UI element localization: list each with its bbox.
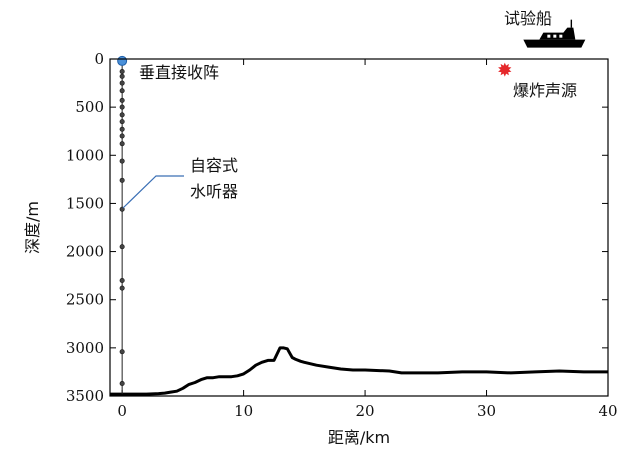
- x-tick-label: 0: [117, 402, 127, 420]
- hydrophone-node: [119, 349, 125, 355]
- hydrophone-node: [119, 126, 125, 132]
- hydrophone-leader-line: [122, 175, 184, 209]
- x-tick-label: 40: [598, 402, 617, 420]
- hydrophone-node: [119, 277, 125, 283]
- hydrophone-node: [119, 380, 125, 386]
- hydrophone-node: [119, 104, 125, 110]
- hydrophone-node: [119, 141, 125, 147]
- hydrophone-node: [119, 285, 125, 291]
- hydrophone-node: [119, 73, 125, 79]
- y-tick-label: 0: [94, 50, 104, 68]
- hydrophone-node: [119, 244, 125, 250]
- ship-label: 试验船: [504, 9, 552, 28]
- hydrophone-node: [119, 88, 125, 94]
- array-label: 垂直接收阵: [139, 63, 219, 82]
- ship-window: [559, 34, 563, 38]
- x-tick-label: 20: [356, 402, 375, 420]
- ship-superstructure: [539, 27, 576, 40]
- ship-window: [547, 34, 551, 38]
- y-tick-label: 1000: [66, 146, 104, 164]
- seafloor-line: [110, 346, 608, 396]
- hydrophone-node: [119, 177, 125, 183]
- source-label: 爆炸声源: [513, 81, 577, 100]
- hydrophone-node: [119, 69, 125, 75]
- ship-icon: [523, 19, 586, 48]
- plot-frame: [109, 58, 609, 397]
- y-tick-label: 2500: [66, 291, 104, 309]
- y-axis-title: 深度/m: [23, 201, 42, 254]
- y-tick-label: 500: [75, 98, 104, 116]
- bathymetry-group: [110, 346, 608, 396]
- hydrophone-label-line1: 自容式: [190, 156, 238, 175]
- markers-group: [117, 19, 586, 77]
- hydrophone-node: [119, 112, 125, 118]
- ticks: 0 10 20 30 40 0 500 1000 1500 2000 2500 3000 3500: [66, 50, 618, 420]
- y-tick-label: 2000: [66, 243, 104, 261]
- y-tick-label: 3500: [66, 387, 104, 405]
- buoy-marker: [117, 55, 128, 66]
- receive-array-group: [119, 56, 125, 395]
- hydrophone-node: [119, 119, 125, 125]
- y-tick-label: 1500: [66, 194, 104, 212]
- hydrophone-node: [119, 97, 125, 103]
- ship-hull: [523, 39, 586, 48]
- hydrophone-node: [119, 133, 125, 139]
- explosion-source-marker: [498, 62, 512, 77]
- x-axis-title: 距离/km: [328, 428, 390, 447]
- y-tick-label: 3000: [66, 339, 104, 357]
- hydrophone-node: [119, 80, 125, 86]
- ship-window: [553, 34, 557, 38]
- x-tick-label: 10: [234, 402, 253, 420]
- hydrophone-label-line2: 水听器: [190, 182, 238, 201]
- x-tick-label: 30: [477, 402, 496, 420]
- hydrophone-node: [119, 158, 125, 164]
